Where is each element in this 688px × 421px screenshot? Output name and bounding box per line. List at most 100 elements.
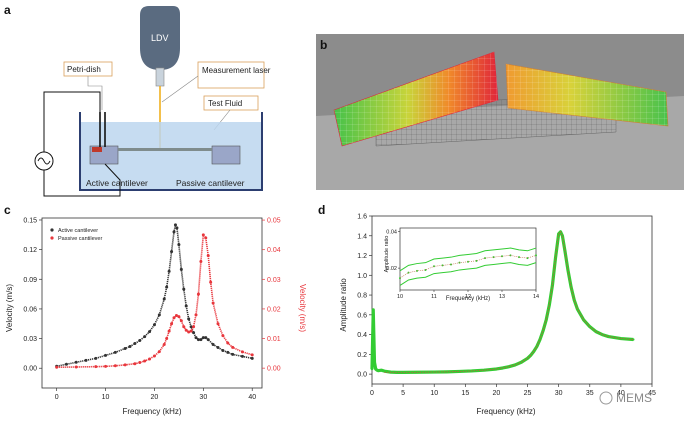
inset-x-tick-label: 14 bbox=[533, 294, 539, 300]
d-x-tick-label: 30 bbox=[555, 390, 563, 397]
measured-point bbox=[545, 318, 548, 321]
ldv-head-icon bbox=[140, 6, 180, 70]
c-y2-axis-label: Velocity (m/s) bbox=[298, 284, 307, 332]
inset-point bbox=[475, 259, 478, 262]
d-x-tick-label: 25 bbox=[524, 390, 532, 397]
inset-x-tick-label: 10 bbox=[397, 294, 403, 300]
passive-cantilever-line bbox=[56, 232, 253, 369]
inset-lower-band bbox=[399, 262, 537, 286]
petri-dish bbox=[79, 112, 263, 191]
c-x-tick-label: 40 bbox=[248, 394, 256, 401]
c-x-tick-label: 0 bbox=[55, 394, 59, 401]
right-cantilever-mesh bbox=[506, 64, 668, 126]
measured-point bbox=[632, 338, 635, 341]
inset-x-axis-label: Frequency (kHz) bbox=[446, 296, 490, 302]
d-plot-frame bbox=[371, 215, 653, 385]
c-y2-tick-label: 0.02 bbox=[267, 306, 281, 313]
inset-point bbox=[535, 254, 537, 257]
legend-passive-marker bbox=[50, 236, 54, 240]
measured-point bbox=[566, 269, 570, 272]
c-y-tick-label: 0.06 bbox=[23, 306, 37, 313]
legend-passive-label: Passive cantilever bbox=[58, 236, 102, 242]
test-fluid-label: Test Fluid bbox=[208, 99, 242, 108]
inset-point bbox=[441, 264, 444, 267]
watermark-icon bbox=[599, 391, 613, 405]
legend-active-label: Active cantilever bbox=[58, 228, 98, 234]
d-y-tick-label: 1.4 bbox=[357, 233, 367, 240]
measurement-laser-leader-line bbox=[161, 75, 199, 103]
measurement-laser-callout-box bbox=[197, 61, 265, 89]
inset-x-tick-label: 11 bbox=[431, 294, 437, 300]
cantilever-beam bbox=[118, 148, 212, 151]
d-y-tick-label: 1.0 bbox=[357, 273, 367, 280]
circuit-wire-left bbox=[43, 91, 101, 152]
active-cantilever-piezo bbox=[92, 147, 102, 152]
panel-a-schematic: a LDV Petri-dish Measurement laser Test … bbox=[4, 3, 271, 197]
c-y-axis-label: Velocity (m/s) bbox=[5, 284, 14, 332]
active-cantilever-label: Active cantilever bbox=[86, 178, 148, 188]
measured-point bbox=[482, 368, 486, 372]
c-y-tick-label: 0.09 bbox=[23, 277, 37, 284]
d-x-tick-label: 10 bbox=[430, 390, 438, 397]
d-y-tick-label: 0.8 bbox=[357, 293, 367, 300]
d-x-tick-label: 40 bbox=[617, 390, 625, 397]
d-x-tick-label: 15 bbox=[461, 390, 469, 397]
inset-y-axis-label: Amplitude ratio bbox=[384, 236, 390, 273]
c-plot-frame bbox=[41, 217, 263, 389]
ac-wave-icon bbox=[37, 157, 51, 165]
measured-point bbox=[380, 368, 383, 372]
d-x-tick-label: 45 bbox=[648, 390, 656, 397]
panel-d-letter: d bbox=[318, 203, 325, 217]
d-y-axis-label: Amplitude ratio bbox=[339, 278, 348, 332]
c-y-tick-label: 0.12 bbox=[23, 247, 37, 254]
panel-c-chart: c Velocity (m/s) Velocity (m/s) Frequenc… bbox=[4, 203, 307, 416]
measured-point bbox=[401, 371, 405, 374]
c-y-tick-label: 0.15 bbox=[23, 217, 37, 224]
measured-point bbox=[373, 361, 376, 364]
measured-point bbox=[377, 369, 380, 372]
petri-dish-label: Petri-dish bbox=[67, 65, 101, 74]
d-y-tick-label: 1.6 bbox=[357, 214, 367, 221]
passive-cantilever-block bbox=[211, 145, 241, 165]
measured-point bbox=[501, 366, 504, 370]
c-y-tick-label: 0.00 bbox=[23, 366, 37, 373]
c-x-tick-label: 10 bbox=[102, 394, 110, 401]
inset-upper-band bbox=[399, 247, 537, 272]
passive-cantilever-label: Passive cantilever bbox=[176, 178, 245, 188]
test-fluid-callout-box bbox=[203, 95, 259, 111]
d-x-tick-label: 0 bbox=[370, 390, 374, 397]
active-cantilever-line bbox=[56, 222, 253, 368]
legend-active-marker bbox=[50, 228, 54, 232]
measured-point bbox=[457, 370, 461, 373]
measured-point bbox=[395, 371, 399, 374]
inset-y-tick-label: 0.04 bbox=[386, 230, 397, 236]
inset-x-tick-label: 13 bbox=[499, 294, 505, 300]
inset-point bbox=[501, 255, 503, 258]
inset-y-tick-label: 0.02 bbox=[386, 266, 397, 272]
d-x-tick-label: 5 bbox=[401, 390, 405, 397]
measurement-laser-text: Measurement laser bbox=[202, 66, 271, 75]
c-y2-tick-label: 0.04 bbox=[267, 247, 281, 254]
inset-point bbox=[526, 257, 529, 260]
c-x-tick-label: 30 bbox=[199, 394, 207, 401]
c-y2-tick-label: 0.03 bbox=[267, 277, 281, 284]
ldv-label: LDV bbox=[151, 33, 169, 43]
d-y-tick-label: 0.2 bbox=[357, 352, 367, 359]
panel-c-letter: c bbox=[4, 203, 11, 217]
c-y2-tick-label: 0.00 bbox=[267, 366, 281, 373]
c-x-tick-label: 20 bbox=[151, 394, 159, 401]
d-x-axis-label: Frequency (kHz) bbox=[476, 407, 535, 416]
d-x-tick-label: 20 bbox=[493, 390, 501, 397]
c-y-tick-label: 0.03 bbox=[23, 336, 37, 343]
inset-fit-line bbox=[399, 255, 537, 279]
measured-point bbox=[551, 283, 554, 287]
panel-d-chart: d Amplitude ratio Frequency (kHz) Freque… bbox=[318, 203, 656, 416]
d-x-tick-label: 35 bbox=[586, 390, 594, 397]
inset-x-tick-label: 12 bbox=[465, 294, 471, 300]
fit-line bbox=[384, 231, 634, 373]
panel-a-letter: a bbox=[4, 3, 11, 17]
measured-point bbox=[370, 367, 374, 371]
panel-b-letter: b bbox=[320, 38, 327, 52]
inset-point bbox=[450, 263, 452, 266]
watermark-text: MEMS bbox=[616, 391, 652, 405]
